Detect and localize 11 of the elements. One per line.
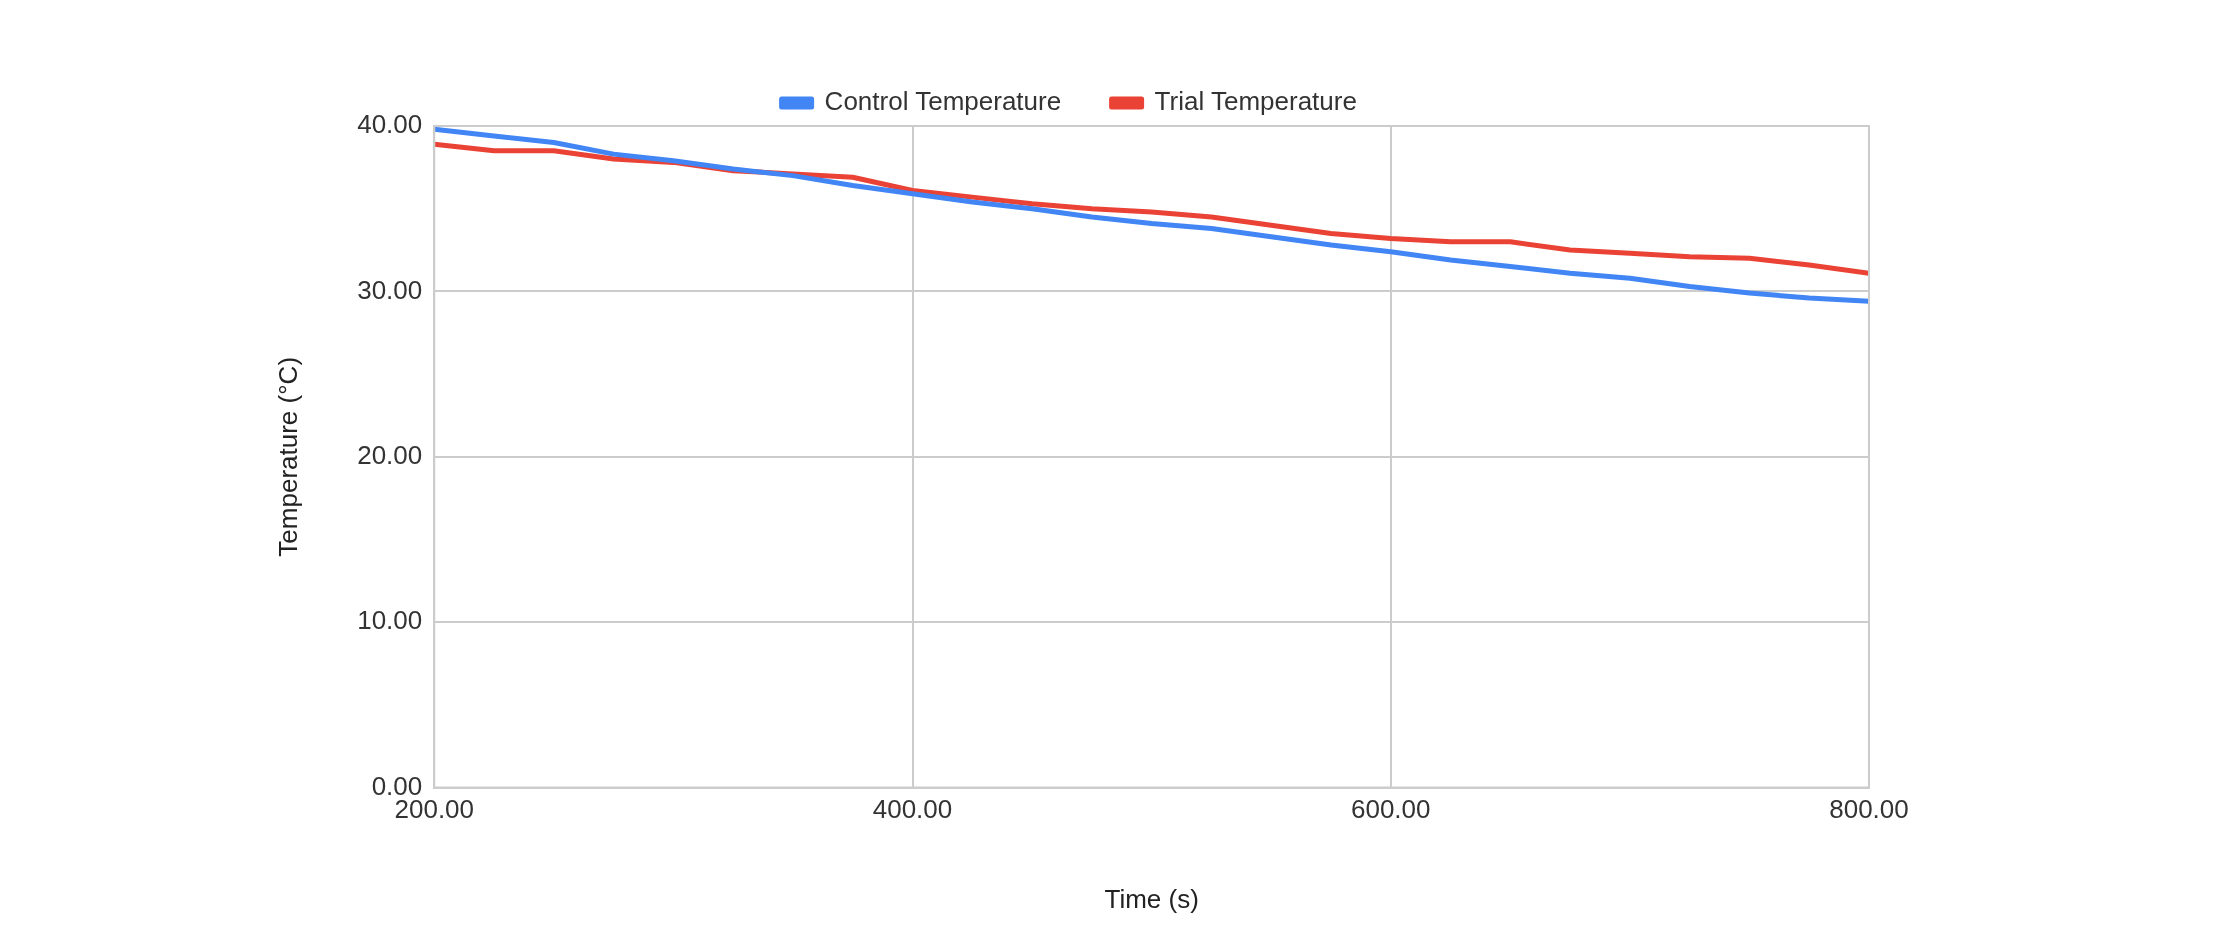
legend-label: Trial Temperature (1154, 86, 1357, 117)
x-tick-label: 600.00 (1350, 794, 1431, 825)
x-tick-label: 400.00 (872, 794, 953, 825)
y-tick-label: 20.00 (357, 439, 423, 470)
y-axis-title: Temperature (°C) (272, 356, 303, 557)
x-tick-label: 800.00 (1829, 794, 1909, 825)
x-axis-title: Time (s) (1104, 883, 1199, 914)
y-tick-label: 40.00 (357, 109, 423, 140)
y-tick-label: 10.00 (357, 605, 423, 636)
legend-label: Control Temperature (824, 86, 1062, 117)
y-tick-label: 30.00 (357, 274, 423, 305)
